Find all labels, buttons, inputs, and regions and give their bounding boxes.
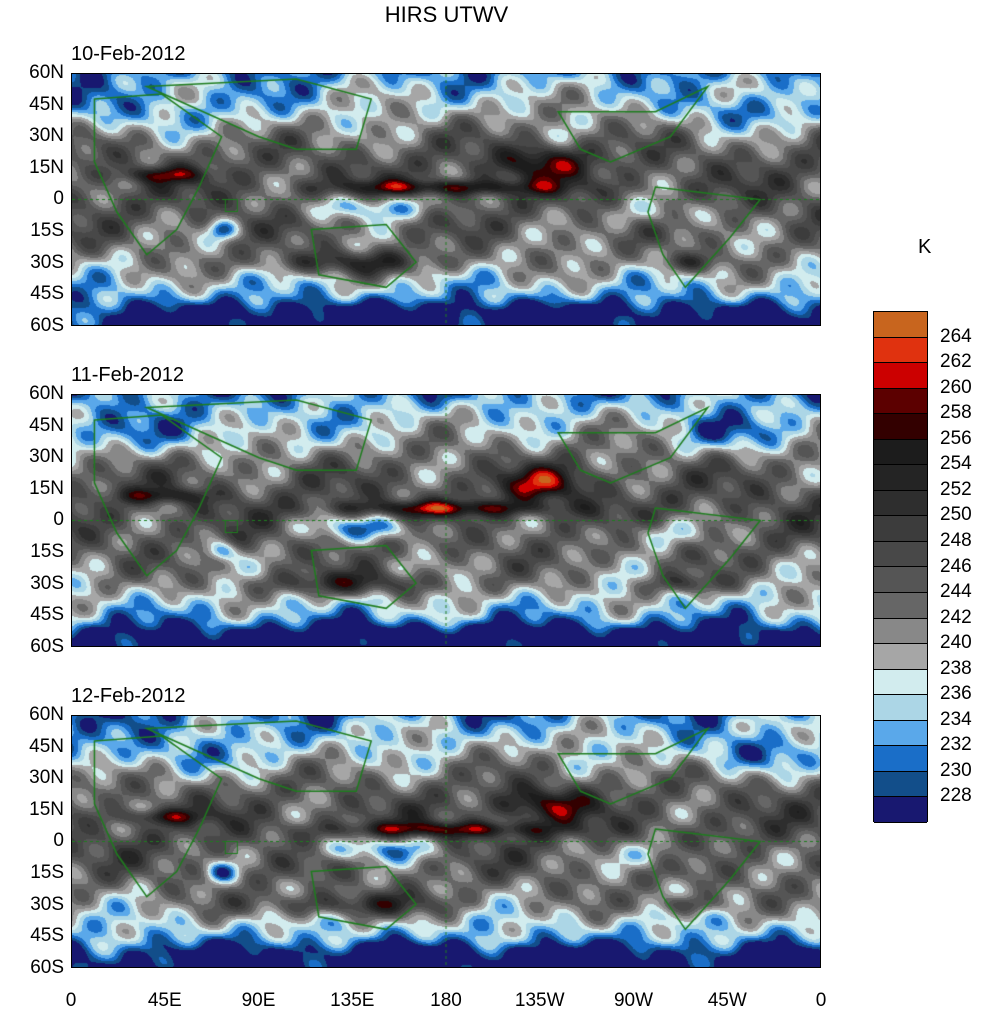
colorbar-swatch [874,593,927,619]
colorbar-label: 254 [940,453,972,475]
colorbar [873,311,928,823]
colorbar-label: 246 [940,555,972,577]
lon-label: 0 [815,990,827,1011]
colorbar-swatch [874,439,927,466]
lat-label: 60S [30,635,64,657]
colorbar-swatch [874,337,927,364]
utwv-field [72,395,820,646]
panel-date: 11-Feb-2012 [71,364,185,386]
colorbar-label: 250 [940,504,972,526]
colorbar-label: 252 [940,478,972,500]
colorbar-label: 248 [940,529,972,551]
figure-title: HIRS UTWV [384,2,509,27]
colorbar-swatch [874,388,927,415]
lat-label: 30S [30,572,64,594]
lat-label: 60S [30,956,64,978]
map-panel [71,394,821,647]
map-panel [71,73,821,326]
lat-label: 15N [29,798,64,820]
colorbar-swatch [874,746,927,772]
lat-label: 15N [29,477,64,499]
colorbar-label: 262 [940,351,972,373]
colorbar-label: 256 [940,427,972,449]
colorbar-swatch [874,363,927,389]
panel-date: 12-Feb-2012 [71,685,186,707]
lon-label: 90W [613,990,654,1011]
lat-label: 0 [53,188,64,210]
colorbar-label: 242 [940,606,972,628]
lat-label: 45S [30,283,64,305]
map-panel [71,715,821,968]
colorbar-swatch [874,312,927,338]
lat-label: 15S [30,541,64,562]
colorbar-swatch [874,414,927,440]
lat-label: 0 [53,830,64,852]
colorbar-swatch [874,516,927,542]
utwv-field [72,716,820,967]
lon-label: 45E [147,990,182,1011]
lat-label: 45S [30,604,64,626]
colorbar-label: 260 [940,376,972,398]
lat-label: 60N [29,383,64,404]
colorbar-swatch [874,644,927,670]
colorbar-label: 230 [940,759,972,781]
lat-label: 45S [30,925,64,947]
colorbar-swatch [874,567,927,594]
lat-label: 15S [30,220,64,241]
colorbar-label: 238 [940,657,972,679]
colorbar-swatch [874,618,927,645]
lat-label: 30S [30,893,64,915]
colorbar-label: 228 [940,785,972,807]
lon-label: 90E [241,990,276,1011]
colorbar-swatch [874,695,927,721]
colorbar-swatch [874,541,927,568]
lat-label: 30S [30,251,64,273]
lat-label: 45N [29,414,64,436]
colorbar-swatch [874,465,927,491]
lat-label: 30N [29,125,64,147]
lon-label: 135W [514,990,565,1011]
colorbar-label: 240 [940,632,972,654]
colorbar-swatch [874,720,927,747]
colorbar-swatch [874,669,927,696]
utwv-field [72,74,820,325]
colorbar-swatch [874,771,927,798]
lat-label: 15S [30,862,64,883]
panel-date: 10-Feb-2012 [71,43,186,65]
colorbar-label: 258 [940,402,972,424]
lat-label: 45N [29,93,64,115]
lat-label: 30N [29,767,64,789]
colorbar-label: 234 [940,708,972,730]
colorbar-label: 244 [940,581,972,603]
lat-label: 45N [29,735,64,757]
lon-label: 135E [330,990,375,1011]
lon-label: 180 [430,990,462,1011]
lat-label: 60S [30,314,64,336]
colorbar-label: 232 [940,734,972,756]
colorbar-label: 264 [940,325,972,347]
colorbar-swatch [874,490,927,517]
lat-label: 60N [29,704,64,725]
lon-label: 0 [65,990,77,1011]
lat-label: 30N [29,446,64,468]
lat-label: 60N [29,62,64,83]
colorbar-unit: K [918,236,932,258]
lat-label: 15N [29,156,64,178]
colorbar-label: 236 [940,683,972,705]
colorbar-swatch [874,797,927,823]
lon-label: 45W [707,990,747,1011]
lat-label: 0 [53,509,64,531]
